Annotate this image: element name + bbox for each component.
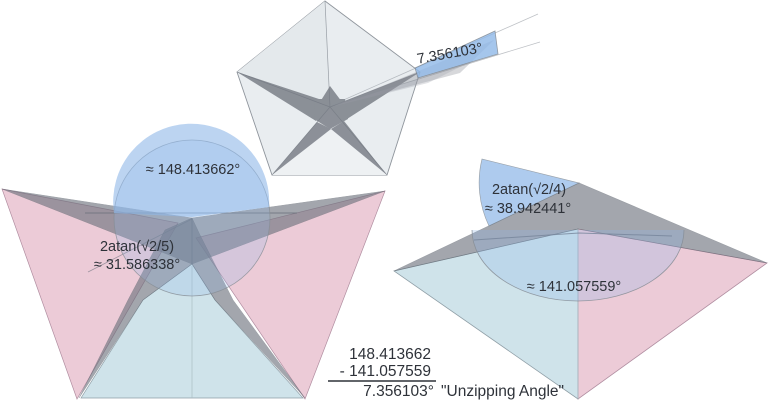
calc-result-label: "Unzipping Angle" [441, 383, 564, 400]
calc-minuend: 148.413662 [349, 346, 431, 363]
star-arm [272, 122, 331, 175]
star-arm [345, 72, 420, 119]
star-arm [331, 121, 387, 175]
folded-pyramid-figure: 2atan(√2/4) ≈ 38.942441° ≈ 141.057559° [393, 158, 768, 400]
pentagon-facet [272, 107, 387, 175]
wedge-guide-line [329, 41, 541, 107]
apex-formula-label: 2atan(√2/4) [492, 182, 566, 198]
star-core [314, 99, 348, 129]
star-arm [320, 86, 342, 102]
arc-angle-label: ≈ 141.057559° [527, 279, 621, 295]
pentagon-net-figure: 7.356103° [236, 0, 541, 176]
fold-line [473, 232, 673, 241]
apex-angle-line [87, 218, 193, 273]
shadow-gap-right [191, 217, 306, 399]
apex-value-label: ≈ 38.942441° [485, 201, 571, 217]
apex-wedge-sector [478, 158, 581, 227]
angle-arc-outline [471, 229, 685, 302]
arc-angle-label: ≈ 148.413662° [146, 162, 240, 178]
calculation-block: 148.413662 - 141.057559 7.356103° "Unzip… [328, 346, 564, 400]
star-gaps [237, 72, 420, 175]
apex-formula-label: 2atan(√2/5) [100, 239, 174, 255]
apex-value-label: ≈ 31.586338° [94, 257, 180, 273]
angle-arc-sector [113, 123, 270, 217]
unzip-wedge [414, 30, 499, 79]
calc-result: 7.356103° [363, 383, 434, 400]
flattened-pyramid-figure: ≈ 148.413662° 2atan(√2/5) ≈ 31.586338° [1, 123, 386, 400]
star-arm [237, 72, 322, 121]
angle-arc-fill [472, 230, 684, 301]
calc-subtrahend: - 141.057559 [340, 363, 431, 380]
